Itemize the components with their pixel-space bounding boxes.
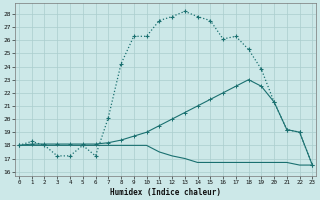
X-axis label: Humidex (Indice chaleur): Humidex (Indice chaleur)	[110, 188, 221, 197]
